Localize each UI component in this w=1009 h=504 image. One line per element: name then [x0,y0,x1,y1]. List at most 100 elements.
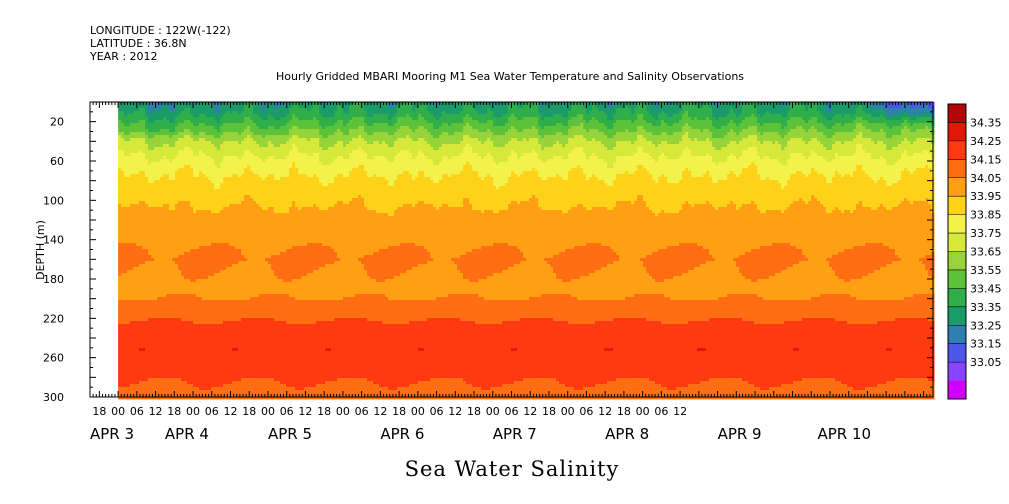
field-cell [190,285,193,288]
field-cell [214,264,217,267]
field-cell [235,276,238,279]
field-cell [154,249,157,252]
field-cell [127,177,130,180]
field-cell [256,276,259,279]
field-cell [157,216,160,219]
field-cell [229,165,232,168]
field-cell [268,231,271,234]
field-cell [166,186,169,189]
field-cell [211,387,214,390]
field-cell [124,363,127,366]
field-cell [169,351,172,354]
field-cell [148,201,151,204]
field-cell [136,339,139,342]
field-cell [241,267,244,270]
field-cell [244,258,247,261]
field-cell [196,156,199,159]
field-cell [148,108,151,111]
field-cell [244,366,247,369]
field-cell [268,183,271,186]
field-cell [196,333,199,336]
field-cell [256,174,259,177]
field-cell [127,276,130,279]
field-cell [160,228,163,231]
field-cell [169,243,172,246]
field-cell [142,375,145,378]
field-cell [256,240,259,243]
field-cell [217,123,220,126]
field-cell [253,159,256,162]
field-cell [232,195,235,198]
field-cell [175,246,178,249]
field-cell [121,180,124,183]
field-cell [166,270,169,273]
field-cell [250,363,253,366]
field-cell [256,228,259,231]
field-cell [154,330,157,333]
field-cell [145,366,148,369]
field-cell [118,318,121,321]
field-cell [193,369,196,372]
field-cell [145,165,148,168]
field-cell [142,105,145,108]
field-cell [121,291,124,294]
field-cell [262,390,265,393]
field-cell [268,123,271,126]
field-cell [220,192,223,195]
field-cell [193,384,196,387]
field-cell [181,153,184,156]
field-cell [163,186,166,189]
field-cell [223,213,226,216]
field-cell [166,120,169,123]
field-cell [217,264,220,267]
field-cell [166,354,169,357]
field-cell [256,177,259,180]
field-cell [232,105,235,108]
field-cell [259,300,262,303]
field-cell [208,363,211,366]
field-cell [220,120,223,123]
field-cell [217,135,220,138]
field-cell [154,135,157,138]
field-cell [163,261,166,264]
field-cell [124,312,127,315]
field-cell [166,159,169,162]
field-cell [196,294,199,297]
field-cell [130,207,133,210]
field-cell [259,369,262,372]
field-cell [133,336,136,339]
field-cell [118,105,121,108]
field-cell [244,210,247,213]
field-cell [166,126,169,129]
field-cell [220,279,223,282]
field-cell [172,114,175,117]
field-cell [211,186,214,189]
field-cell [184,120,187,123]
field-cell [166,144,169,147]
field-cell [172,171,175,174]
field-cell [217,372,220,375]
field-cell [133,246,136,249]
field-cell [193,216,196,219]
field-cell [133,201,136,204]
field-cell [256,213,259,216]
field-cell [208,204,211,207]
field-cell [130,204,133,207]
field-cell [235,243,238,246]
field-cell [220,363,223,366]
field-cell [148,378,151,381]
field-cell [220,255,223,258]
field-cell [157,159,160,162]
field-cell [244,159,247,162]
field-cell [157,246,160,249]
field-cell [178,237,181,240]
field-cell [154,195,157,198]
field-cell [130,315,133,318]
field-cell [163,363,166,366]
field-cell [205,354,208,357]
field-cell [202,162,205,165]
field-cell [244,171,247,174]
field-cell [202,135,205,138]
field-cell [184,288,187,291]
field-cell [247,333,250,336]
